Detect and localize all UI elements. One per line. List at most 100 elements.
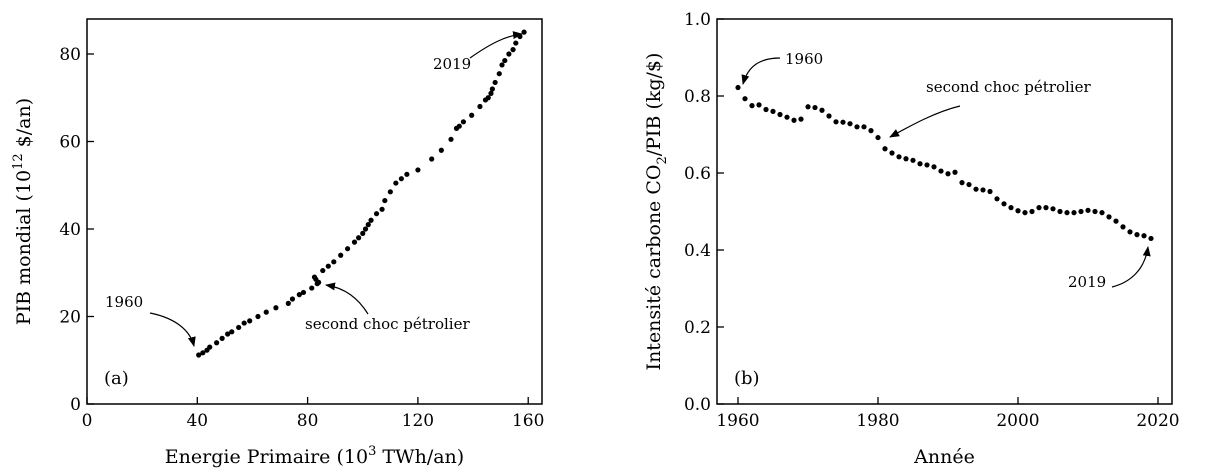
panel-a-data-point	[477, 103, 483, 110]
panel-a-data-point	[382, 197, 388, 204]
panel-a-data-point	[448, 136, 454, 142]
panel-b-data-point	[1057, 208, 1063, 215]
panel-b-data-point	[868, 128, 874, 134]
panel-b-data-point	[1001, 201, 1007, 207]
panel-b: 1960 1980 2000 2020 0.0 0.2 0.4 0.6 0.8 1.0 1960 s…	[643, 10, 1180, 468]
panel-a-data-point	[373, 211, 380, 217]
panel-a-y-tick-label: 20	[59, 308, 81, 328]
panel-b-data-point	[1029, 208, 1035, 215]
panel-a-data-point	[513, 40, 519, 46]
panel-b-data-point	[819, 107, 825, 113]
panel-b-data-point	[1099, 210, 1105, 216]
panel-a-data-point	[196, 352, 202, 358]
panel-b-data-point	[833, 119, 839, 125]
panel-a-annotation-arrow	[325, 282, 369, 315]
panel-a-annotations: 1960 second choc pétrolier 2019	[105, 31, 523, 347]
panel-a-data-point	[365, 222, 371, 228]
panel-a-x-tick-label: 160	[512, 411, 544, 431]
panel-b-data-point	[917, 161, 923, 167]
panel-b-data-point	[931, 164, 937, 170]
panel-b-annotation-arrow	[889, 105, 961, 138]
panel-b-data-point	[1008, 205, 1014, 211]
panel-a-data-point	[255, 313, 261, 320]
panel-b-data-point	[1071, 210, 1077, 216]
panel-b-data-point	[1078, 208, 1084, 215]
panel-b-data-point	[812, 104, 818, 111]
panel-b-y-tick-label: 0.2	[684, 318, 711, 338]
panel-b-data-point	[924, 162, 930, 168]
panel-a-data-point	[331, 259, 337, 265]
panel-b-data-point	[1050, 206, 1056, 212]
panel-a-data-point	[314, 281, 320, 287]
panel-b-frame	[716, 18, 1173, 405]
panel-a-data-point	[360, 230, 366, 236]
panel-b-annotation-label: 1960	[785, 50, 823, 68]
panel-a-data-point	[351, 239, 358, 245]
panel-b-x-axis-label: Année	[913, 446, 975, 468]
panel-a-data-point	[499, 62, 505, 68]
panel-a-data-point	[263, 309, 269, 315]
panel-b-data-point	[1064, 210, 1070, 216]
panel-b-data-point	[749, 103, 755, 109]
panel-a-annotation-arrow	[149, 312, 196, 347]
panel-a-data-point	[362, 226, 369, 232]
panel-b-y-tick-label: 0.6	[684, 164, 711, 184]
panel-b-data-point	[973, 186, 979, 192]
panel-b-data-point	[1141, 233, 1147, 239]
panel-b-data-point	[896, 154, 902, 160]
panel-a-data-point	[368, 217, 374, 223]
panel-b-data-point	[1127, 229, 1133, 235]
panel-a-data-point	[387, 189, 393, 195]
panel-a: 0 40 80 120 160 0 20 40 60 80 1960 second choc pét…	[11, 18, 544, 468]
panel-b-y-tick-label: 1.0	[684, 10, 711, 30]
panel-b-data-point	[1134, 232, 1140, 238]
panel-a-data-point	[296, 292, 302, 298]
panel-a-data-point	[469, 112, 475, 118]
panel-a-annotation-label: second choc pétrolier	[305, 315, 470, 333]
panel-a-data-point	[502, 57, 508, 64]
panel-b-data-point	[805, 104, 811, 110]
panel-a-data-point	[247, 318, 253, 324]
panel-a-x-tick-label: 80	[297, 411, 319, 431]
panel-a-data-point	[485, 95, 491, 101]
panel-a-data-point	[510, 47, 516, 53]
panel-b-data-point	[777, 111, 783, 118]
panel-b-data-point	[938, 168, 944, 174]
panel-b-y-tick-label: 0.8	[684, 87, 711, 107]
panel-b-data-point	[1015, 208, 1021, 214]
panel-a-data-point	[241, 320, 247, 326]
panel-a-data-point	[207, 344, 213, 350]
panel-b-data-point	[875, 134, 881, 141]
panel-b-data-point	[735, 84, 741, 91]
panel-b-annotation-label: 2019	[1068, 273, 1106, 291]
panel-a-data-point	[338, 252, 344, 258]
panel-b-data-point	[1113, 218, 1119, 224]
panel-a-x-tick-label: 0	[82, 411, 93, 431]
panel-a-data-point	[379, 206, 385, 212]
panel-b-y-tick-label: 0.0	[684, 395, 711, 415]
panel-a-data-point	[506, 51, 512, 57]
panel-b-ticks: 1960 1980 2000 2020 0.0 0.2 0.4 0.6 0.8 1.0	[684, 10, 1180, 431]
panel-b-data-point	[889, 150, 895, 156]
panel-b-annotation-arrow	[741, 57, 781, 85]
panel-b-data-point	[987, 188, 993, 195]
panel-b-data-point	[1106, 214, 1112, 220]
panel-a-data-point	[521, 29, 527, 35]
panel-a-x-axis-label: Energie Primaire (103 TWh/an)	[165, 444, 464, 468]
panel-b-annotation-label: second choc pétrolier	[926, 78, 1091, 96]
panel-a-data-point	[200, 350, 206, 356]
panel-a-data-point	[225, 331, 231, 337]
panel-a-data-point	[460, 119, 467, 125]
panel-a-x-tick-label: 40	[186, 411, 208, 431]
panel-a-data-point	[429, 156, 435, 162]
panel-a-data-point	[300, 289, 307, 296]
panel-a-points	[196, 29, 527, 358]
panel-b-data-point	[1148, 235, 1154, 242]
panel-b-x-tick-label: 1980	[856, 411, 899, 431]
panel-a-ticks: 0 40 80 120 160 0 20 40 60 80	[59, 45, 544, 431]
panel-a-data-point	[289, 296, 296, 302]
panel-a-data-point	[320, 267, 326, 274]
panel-a-data-point	[489, 86, 495, 92]
panel-a-frame	[86, 18, 543, 405]
